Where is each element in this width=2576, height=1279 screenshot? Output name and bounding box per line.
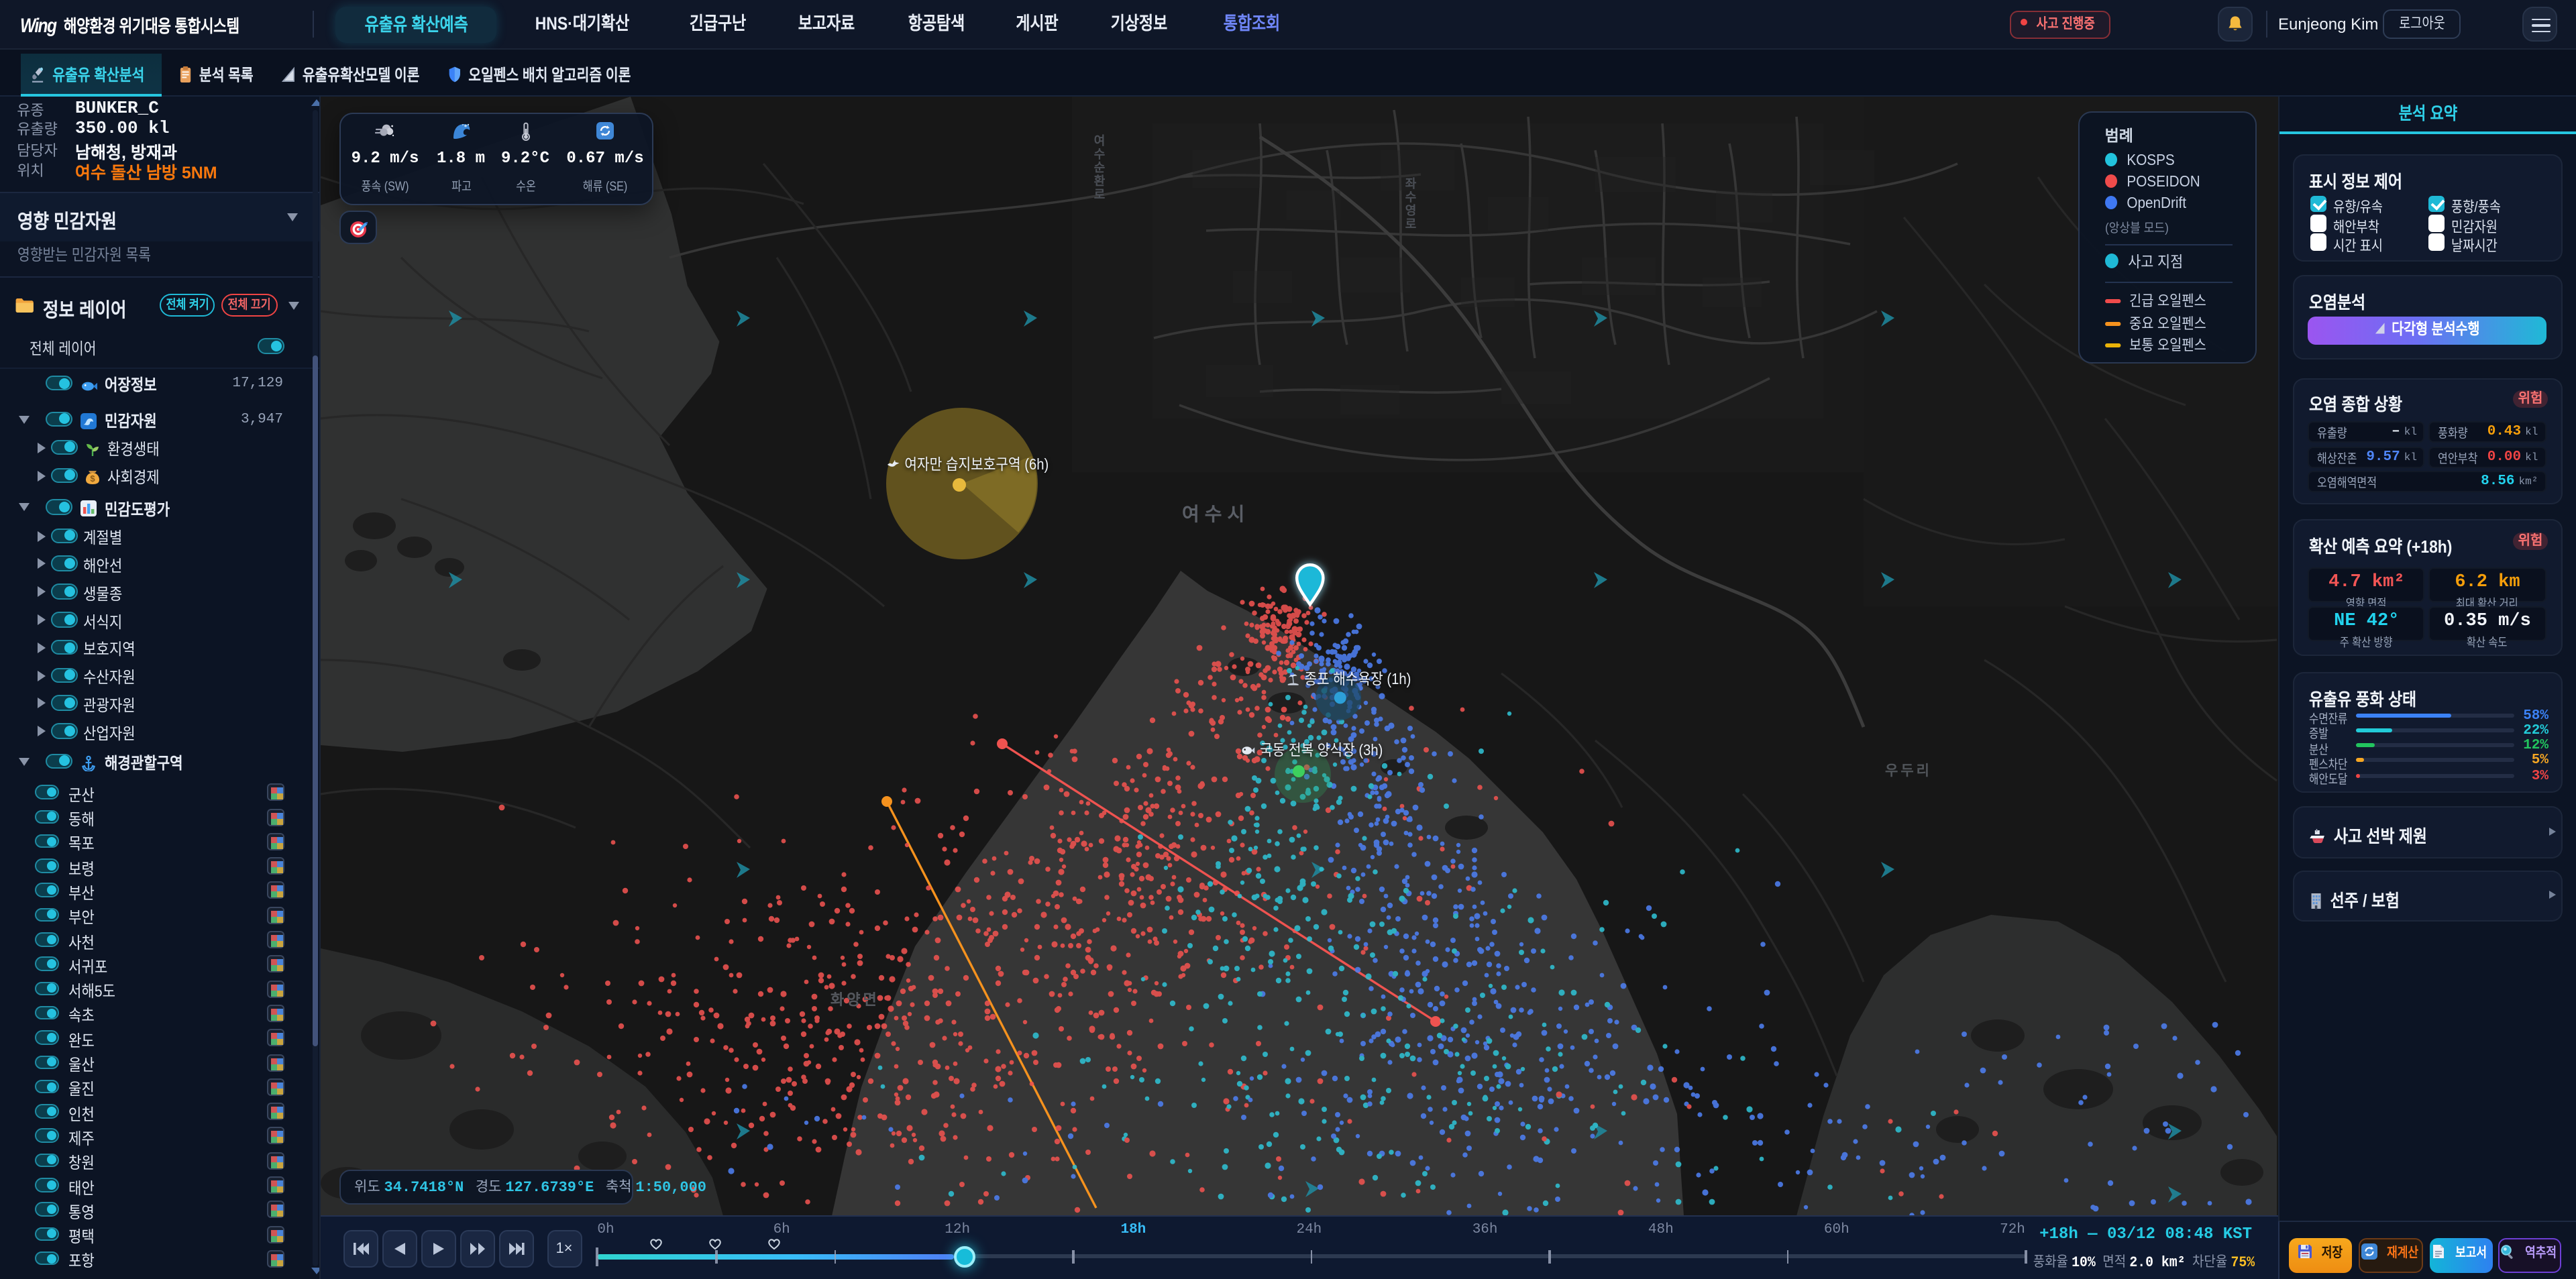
svg-text:$: $ [90, 473, 95, 483]
